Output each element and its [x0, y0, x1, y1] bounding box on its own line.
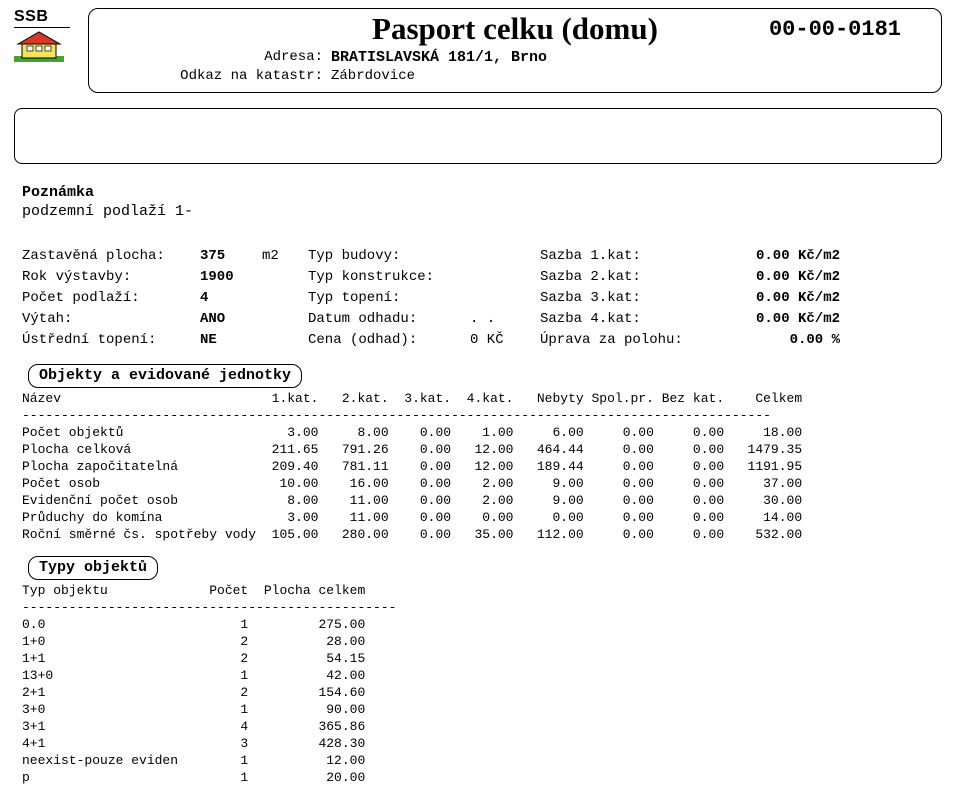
prop-label3: Sazba 2.kat:: [540, 267, 730, 288]
prop-value2: [470, 288, 540, 309]
logo: SSB: [14, 8, 70, 62]
address-label: Adresa:: [101, 49, 331, 66]
prop-value2: [470, 267, 540, 288]
prop-label: Počet podlaží:: [22, 288, 200, 309]
document-id: 00-00-0181: [769, 17, 901, 42]
prop-label3: Sazba 4.kat:: [540, 309, 730, 330]
prop-label: Ústřední topení:: [22, 330, 200, 351]
prop-label: Rok výstavby:: [22, 267, 200, 288]
prop-value: 375: [200, 246, 262, 267]
props-row: Počet podlaží:4 Typ topení: Sazba 3.kat:0.…: [22, 288, 934, 309]
blank-panel: [14, 108, 942, 164]
prop-unit: [262, 267, 308, 288]
katastr-value: Zábrdovice: [331, 68, 415, 84]
prop-label3: Úprava za polohu:: [540, 330, 730, 351]
prop-unit: [262, 330, 308, 351]
page-title: Pasport celku (domu): [372, 11, 658, 47]
prop-value: ANO: [200, 309, 262, 330]
props-row: Ústřední topení:NE Cena (odhad):0 KČÚprav…: [22, 330, 934, 351]
props-row: Zastavěná plocha:375m2Typ budovy: Sazba 1…: [22, 246, 934, 267]
obj-table: Název 1.kat. 2.kat. 3.kat. 4.kat. Nebyty…: [22, 390, 802, 543]
prop-value3: 0.00 Kč/m2: [730, 309, 840, 330]
prop-unit: m2: [262, 246, 308, 267]
props-row: Rok výstavby:1900 Typ konstrukce: Sazba 2.…: [22, 267, 934, 288]
prop-value: 1900: [200, 267, 262, 288]
house-icon: [14, 30, 64, 62]
prop-value2: 0 KČ: [470, 330, 540, 351]
props-row: Výtah:ANO Datum odhadu:. .Sazba 4.kat:0.0…: [22, 309, 934, 330]
properties-block: Zastavěná plocha:375m2Typ budovy: Sazba 1…: [22, 246, 934, 351]
note-block: Poznámka podzemní podlaží 1-: [22, 184, 193, 220]
note-text: podzemní podlaží 1-: [22, 203, 193, 220]
note-title: Poznámka: [22, 184, 193, 201]
prop-label: Výtah:: [22, 309, 200, 330]
prop-value3: 0.00 Kč/m2: [730, 288, 840, 309]
prop-label2: Datum odhadu:: [308, 309, 470, 330]
prop-label2: Typ topení:: [308, 288, 470, 309]
address-value: BRATISLAVSKÁ 181/1, Brno: [331, 49, 547, 66]
typ-section-title: Typy objektů: [28, 556, 158, 580]
prop-label2: Typ konstrukce:: [308, 267, 470, 288]
prop-label3: Sazba 1.kat:: [540, 246, 730, 267]
typ-table: Typ objektu Počet Plocha celkem --------…: [22, 582, 396, 786]
katastr-label: Odkaz na katastr:: [101, 68, 331, 84]
prop-value3: 0.00 Kč/m2: [730, 267, 840, 288]
logo-text: SSB: [14, 8, 70, 28]
prop-label3: Sazba 3.kat:: [540, 288, 730, 309]
prop-value: NE: [200, 330, 262, 351]
prop-label2: Cena (odhad):: [308, 330, 470, 351]
prop-unit: [262, 288, 308, 309]
prop-value2: . .: [470, 309, 540, 330]
prop-label: Zastavěná plocha:: [22, 246, 200, 267]
prop-label2: Typ budovy:: [308, 246, 470, 267]
prop-unit: [262, 309, 308, 330]
header-box: Pasport celku (domu) 00-00-0181 Adresa: …: [88, 8, 942, 93]
prop-value3: 0.00 %: [730, 330, 840, 351]
prop-value2: [470, 246, 540, 267]
prop-value: 4: [200, 288, 262, 309]
prop-value3: 0.00 Kč/m2: [730, 246, 840, 267]
obj-section-title: Objekty a evidované jednotky: [28, 364, 302, 388]
